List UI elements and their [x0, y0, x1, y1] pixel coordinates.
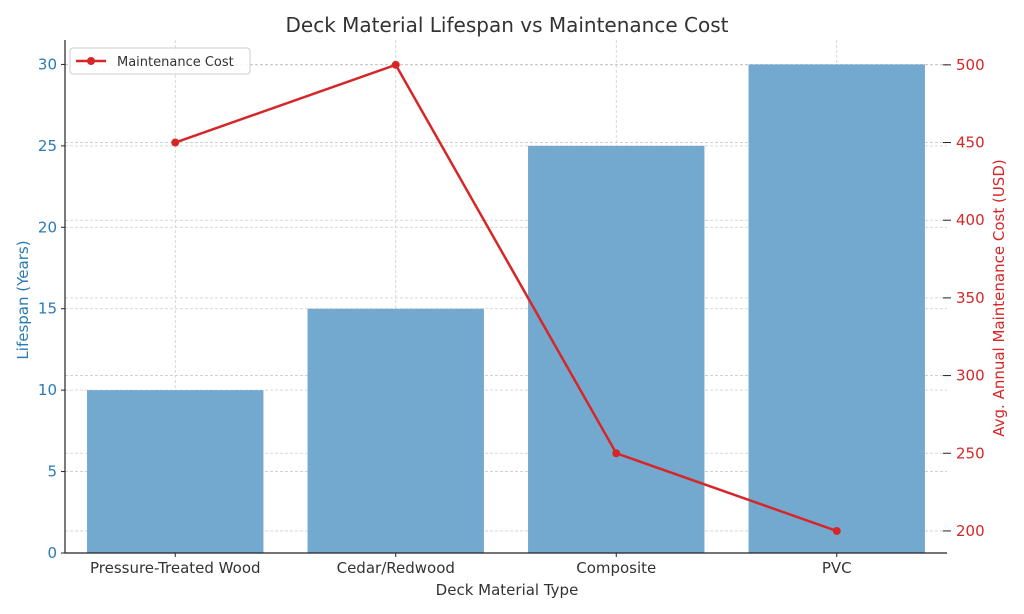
- chart-title: Deck Material Lifespan vs Maintenance Co…: [286, 13, 729, 37]
- y-left-tick-label: 0: [47, 544, 57, 562]
- data-point: [612, 449, 621, 458]
- y-left-tick-label: 20: [38, 218, 57, 236]
- y-right-tick-label: 200: [956, 522, 985, 540]
- legend: Maintenance Cost: [69, 47, 251, 75]
- y-right-tick-label: 500: [956, 56, 985, 74]
- x-tick-label: Composite: [576, 559, 656, 577]
- x-tick-label: Pressure-Treated Wood: [90, 559, 261, 577]
- data-point: [832, 526, 841, 535]
- y-right-tick-label: 400: [956, 211, 985, 229]
- bar-cedar-redwood: [307, 308, 484, 553]
- y-left-tick-label: 10: [38, 381, 57, 399]
- legend-marker-icon: [87, 57, 95, 65]
- y-left-tick-label: 30: [38, 55, 57, 73]
- x-tick-label: PVC: [822, 559, 852, 577]
- x-axis-label: Deck Material Type: [436, 581, 579, 599]
- x-tick-label: Cedar/Redwood: [337, 559, 455, 577]
- y-axis-left-label: Lifespan (Years): [14, 240, 32, 359]
- y-right-tick-label: 350: [956, 289, 985, 307]
- line-series-maintenance-cost: [171, 60, 841, 535]
- legend-entry-maintenance-cost: Maintenance Cost: [117, 55, 234, 70]
- y-right-tick-label: 450: [956, 134, 985, 152]
- data-point: [391, 60, 400, 69]
- bar-pvc: [748, 64, 925, 553]
- y-axis-right-label: Avg. Annual Maintenance Cost (USD): [990, 159, 1008, 436]
- axes: 0 5 10 15 20 25 30 200 250 300 350 400 450 500 Pressur…: [38, 40, 985, 577]
- maintenance-cost-line: [174, 63, 838, 533]
- bar-composite: [528, 145, 705, 553]
- bar-pressure-treated-wood: [87, 390, 264, 553]
- y-right-tick-label: 250: [956, 444, 985, 462]
- y-right-tick-label: 300: [956, 367, 985, 385]
- y-left-tick-label: 15: [38, 300, 57, 318]
- y-left-tick-label: 5: [47, 463, 57, 481]
- data-point: [171, 138, 180, 147]
- y-left-tick-label: 25: [38, 137, 57, 155]
